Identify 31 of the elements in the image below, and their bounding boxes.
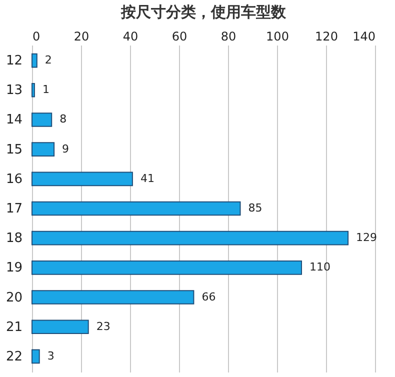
x-tick-label: 60 [172,30,188,44]
x-tick-label: 20 [74,30,90,44]
data-label: 129 [356,231,378,244]
chart-title: 按尺寸分类，使用车型数 [120,3,287,21]
x-tick-label: 100 [266,30,289,44]
data-label: 2 [44,54,52,67]
x-tick-label: 120 [315,30,338,44]
y-tick-label: 21 [6,320,22,335]
y-tick-label: 22 [6,349,22,364]
data-label: 66 [202,290,216,304]
data-label: 3 [47,349,54,362]
data-label: 85 [248,202,262,214]
y-tick-label: 12 [6,54,22,69]
x-tick-label: 0 [32,30,40,44]
y-tick-label: 15 [6,142,22,158]
data-label: 41 [140,172,154,185]
data-label: 1 [42,83,50,96]
data-label: 23 [96,320,110,333]
x-tick-label: 140 [352,30,376,44]
data-label: 110 [310,260,330,274]
data-label: 9 [62,142,70,156]
y-tick-label: 19 [6,260,22,276]
x-tick-label: 80 [220,30,236,44]
y-tick-label: 13 [6,83,22,98]
y-tick-label: 20 [6,290,22,306]
x-tick-label: 40 [122,30,138,44]
y-tick-label: 16 [6,172,22,187]
y-tick-label: 17 [6,202,22,216]
y-tick-label: 14 [6,112,22,128]
y-tick-label: 18 [6,231,22,246]
data-label: 8 [60,112,67,126]
